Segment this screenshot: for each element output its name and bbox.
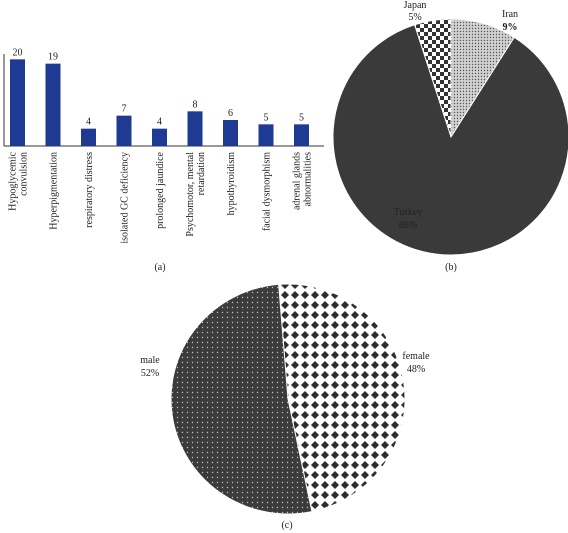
panel-label-b: (b) (445, 262, 457, 273)
pie-label-male: male (140, 355, 160, 366)
bar-adrenal-glands-abnormalities (294, 124, 309, 146)
bar-value-label: 6 (228, 108, 233, 119)
bar-value-label: 8 (193, 99, 198, 110)
bar-isolated-gc-deficiency (116, 115, 132, 146)
bar-value-label: 20 (13, 47, 23, 58)
category-label-prolonged-jaundice: prolonged jaundice (155, 151, 166, 228)
category-label-line: respiratory distress (84, 152, 95, 228)
category-label-line: facial dysmorphism (262, 152, 273, 231)
bar-facial-dysmorphism (258, 124, 274, 146)
pie-percent-turkey: 86% (399, 220, 417, 231)
pie-label-turkey: Turkey (394, 207, 423, 218)
pie-slice-turkey (332, 24, 568, 256)
bar-hyperpigmentation (45, 63, 61, 146)
pie-percent-japan: 5% (408, 12, 421, 23)
category-label-adrenal-glands-abnormalities: adrenal glands abnormalities (292, 152, 314, 210)
pie-percent-male: 52% (141, 368, 159, 379)
category-label-line: hypothyroidism (226, 152, 237, 216)
bar-hypoglycemic-convulsion (10, 59, 25, 147)
bar-value-label: 4 (86, 117, 91, 128)
bar-psychomotor-mental-retardation (187, 111, 203, 146)
category-label-line: convulsion (19, 152, 30, 196)
bar-hypothyroidism (223, 120, 238, 146)
category-label-line: isolated GC deficiency (120, 152, 131, 244)
sex-pie-panel: female 48% male 52% (c) (140, 283, 430, 531)
bar-value-label: 5 (299, 112, 304, 123)
category-label-facial-dysmorphism: facial dysmorphism (262, 152, 273, 231)
bar-category-labels: Hypoglycemic convulsion Hyperpigmentation r… (8, 151, 314, 243)
panel-label-c: (c) (281, 520, 292, 531)
category-label-hypothyroidism: hypothyroidism (226, 152, 237, 216)
category-label-line: prolonged jaundice (155, 151, 166, 228)
bar-value-label: 19 (48, 52, 58, 63)
pie-percent-female: 48% (407, 364, 425, 375)
bar-value-label: 4 (157, 117, 162, 128)
category-label-line: Hypoglycemic (8, 151, 19, 210)
pie-label-iran: Iran (502, 9, 518, 20)
bar-series (10, 59, 309, 147)
category-label-hypoglycemic-convulsion: Hypoglycemic convulsion (8, 151, 30, 210)
sex-pie: female 48% male 52% (140, 283, 430, 515)
pie-slice-female (278, 283, 406, 513)
category-label-line: retardation (196, 152, 207, 195)
bar-chart-panel: 20 19 4 7 4 8 6 5 5 Hypoglycemic convulsion Hyperp… (3, 47, 324, 273)
pie-label-female: female (402, 351, 430, 362)
category-label-psychomotor-mental-retardation: Psychomotor, mental retardation (185, 152, 207, 237)
pie-slice-male (170, 283, 313, 515)
bar-respiratory-distress (81, 128, 96, 146)
category-label-line: Psychomotor, mental (185, 152, 196, 237)
pie-label-japan: Japan (404, 0, 427, 11)
bar-value-label: 7 (122, 104, 127, 115)
category-label-isolated-gc-deficiency: isolated GC deficiency (120, 152, 131, 244)
bar-data-labels: 20 19 4 7 4 8 6 5 5 (13, 47, 305, 127)
category-label-line: adrenal glands (292, 152, 303, 210)
category-label-line: Hyperpigmentation (49, 152, 60, 230)
category-label-line: abnormalities (303, 152, 314, 207)
bar-value-label: 5 (264, 112, 269, 123)
category-label-hyperpigmentation: Hyperpigmentation (49, 152, 60, 230)
category-label-respiratory-distress: respiratory distress (84, 152, 95, 228)
pie-percent-iran: 9% (503, 22, 518, 33)
panel-label-a: (a) (154, 262, 165, 273)
bar-prolonged-jaundice (152, 128, 167, 146)
